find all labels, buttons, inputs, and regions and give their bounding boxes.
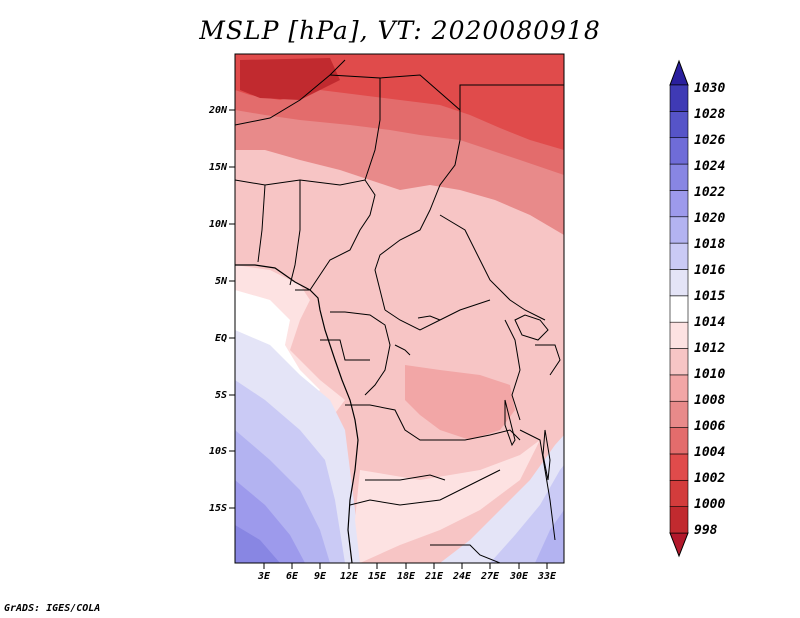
lat-tick-20n: 20N xyxy=(208,105,235,116)
lon-tick-33e: 33E xyxy=(537,563,557,582)
lon-tick-9e: 9E xyxy=(314,563,327,582)
colorbar-segment xyxy=(669,163,689,191)
colorbar-segment xyxy=(669,348,689,376)
field-north-1002 xyxy=(240,58,340,100)
colorbar-label: 1016 xyxy=(694,263,725,278)
colorbar-label: 1024 xyxy=(694,159,725,174)
colorbar-segment xyxy=(669,400,689,428)
lat-tick-15n: 15N xyxy=(209,162,235,173)
lat-label: 10N xyxy=(209,219,228,230)
lat-tick-5s: 5S xyxy=(215,390,235,401)
grads-credit: GrADS: IGES/COLA xyxy=(4,603,101,614)
colorbar: 1030 1028 1026 1024 1022 1020 1018 1016 … xyxy=(669,59,725,558)
colorbar-label: 1018 xyxy=(694,237,725,252)
colorbar-segment xyxy=(669,216,689,244)
lon-label: 18E xyxy=(397,571,416,582)
lon-label: 3E xyxy=(257,571,271,582)
colorbar-label: 1015 xyxy=(694,289,725,304)
colorbar-label: 1002 xyxy=(694,471,725,486)
colorbar-segment xyxy=(669,190,689,218)
colorbar-segment xyxy=(669,84,689,112)
lat-tick-10s: 10S xyxy=(209,446,235,457)
lon-label: 15E xyxy=(368,571,387,582)
field-atlantic-1024 xyxy=(235,525,280,563)
colorbar-label: 1012 xyxy=(694,341,725,356)
colorbar-label: 1010 xyxy=(694,367,725,382)
colorbar-segment xyxy=(669,374,689,402)
lat-axis: 20N 15N 10N 5N EQ 5S 10S 15S xyxy=(208,105,235,514)
lat-label: 15N xyxy=(209,162,228,173)
lon-label: 27E xyxy=(480,571,500,582)
lon-tick-27e: 27E xyxy=(480,563,500,582)
lon-tick-6e: 6E xyxy=(286,563,299,582)
colorbar-label: 1030 xyxy=(694,81,725,96)
lon-tick-21e: 21E xyxy=(424,563,444,582)
lake-malawi-outline xyxy=(542,429,551,481)
lon-axis: 3E 6E 9E 12E 15E 18E 21E 24E 27E 30E 33E xyxy=(257,563,557,582)
lon-tick-30e: 30E xyxy=(509,563,529,582)
field-south-interior xyxy=(355,440,540,563)
colorbar-labels: 1030 1028 1026 1024 1022 1020 1018 1016 … xyxy=(694,81,725,538)
lon-label: 33E xyxy=(537,571,557,582)
map-frame xyxy=(234,53,565,564)
lon-tick-3e: 3E xyxy=(257,563,271,582)
colorbar-lower-triangle xyxy=(669,532,689,558)
lat-label: 10S xyxy=(209,446,227,457)
colorbar-label: 1004 xyxy=(694,445,725,460)
lon-label: 24E xyxy=(452,571,472,582)
colorbar-segment xyxy=(669,321,689,349)
lon-tick-24e: 24E xyxy=(452,563,472,582)
lon-tick-15e: 15E xyxy=(368,563,387,582)
field-southeast-1020 xyxy=(535,510,564,563)
colorbar-segment xyxy=(669,137,689,165)
lat-label: 5S xyxy=(215,390,227,401)
colorbar-label: 998 xyxy=(694,523,718,538)
colorbar-label: 1022 xyxy=(694,185,725,200)
colorbar-segment xyxy=(669,295,689,323)
colorbar-label: 1014 xyxy=(694,315,725,330)
lake-tanganyika-outline xyxy=(504,399,516,447)
lon-label: 21E xyxy=(424,571,444,582)
field-southeast-1018 xyxy=(490,465,564,563)
lon-tick-12e: 12E xyxy=(340,563,359,582)
coastline xyxy=(235,264,359,564)
colorbar-segments xyxy=(669,84,689,534)
colorbar-label: 1006 xyxy=(694,419,725,434)
lon-label: 9E xyxy=(314,571,327,582)
lon-label: 12E xyxy=(340,571,359,582)
colorbar-segment xyxy=(669,506,689,534)
mslp-field xyxy=(235,54,564,563)
map-title: MSLP [hPa], VT: 2020080918 xyxy=(199,16,601,45)
colorbar-segment xyxy=(669,427,689,455)
lat-label: EQ xyxy=(215,333,227,344)
colorbar-label: 1008 xyxy=(694,393,725,408)
lat-tick-eq: EQ xyxy=(215,333,235,344)
lat-tick-5n: 5N xyxy=(215,276,235,287)
colorbar-segment xyxy=(669,242,689,270)
lon-tick-18e: 18E xyxy=(397,563,416,582)
colorbar-label: 1028 xyxy=(694,107,725,122)
colorbar-label: 1000 xyxy=(694,497,725,512)
colorbar-segment xyxy=(669,111,689,139)
colorbar-label: 1020 xyxy=(694,211,725,226)
lake-victoria-outline xyxy=(514,314,549,341)
congo-river-line xyxy=(417,315,441,321)
congo-river-line-2 xyxy=(394,344,411,356)
lat-label: 15S xyxy=(209,503,227,514)
field-congo-low xyxy=(405,365,515,440)
lat-tick-15s: 15S xyxy=(209,503,235,514)
lon-label: 6E xyxy=(286,571,299,582)
lat-label: 20N xyxy=(208,105,228,116)
lat-label: 5N xyxy=(215,276,228,287)
lat-tick-10n: 10N xyxy=(209,219,235,230)
colorbar-segment xyxy=(669,269,689,297)
lakes xyxy=(394,314,551,481)
colorbar-label: 1026 xyxy=(694,133,725,148)
colorbar-segment xyxy=(669,479,689,507)
colorbar-upper-triangle xyxy=(669,59,689,86)
lon-label: 30E xyxy=(509,571,529,582)
colorbar-segment xyxy=(669,453,689,481)
